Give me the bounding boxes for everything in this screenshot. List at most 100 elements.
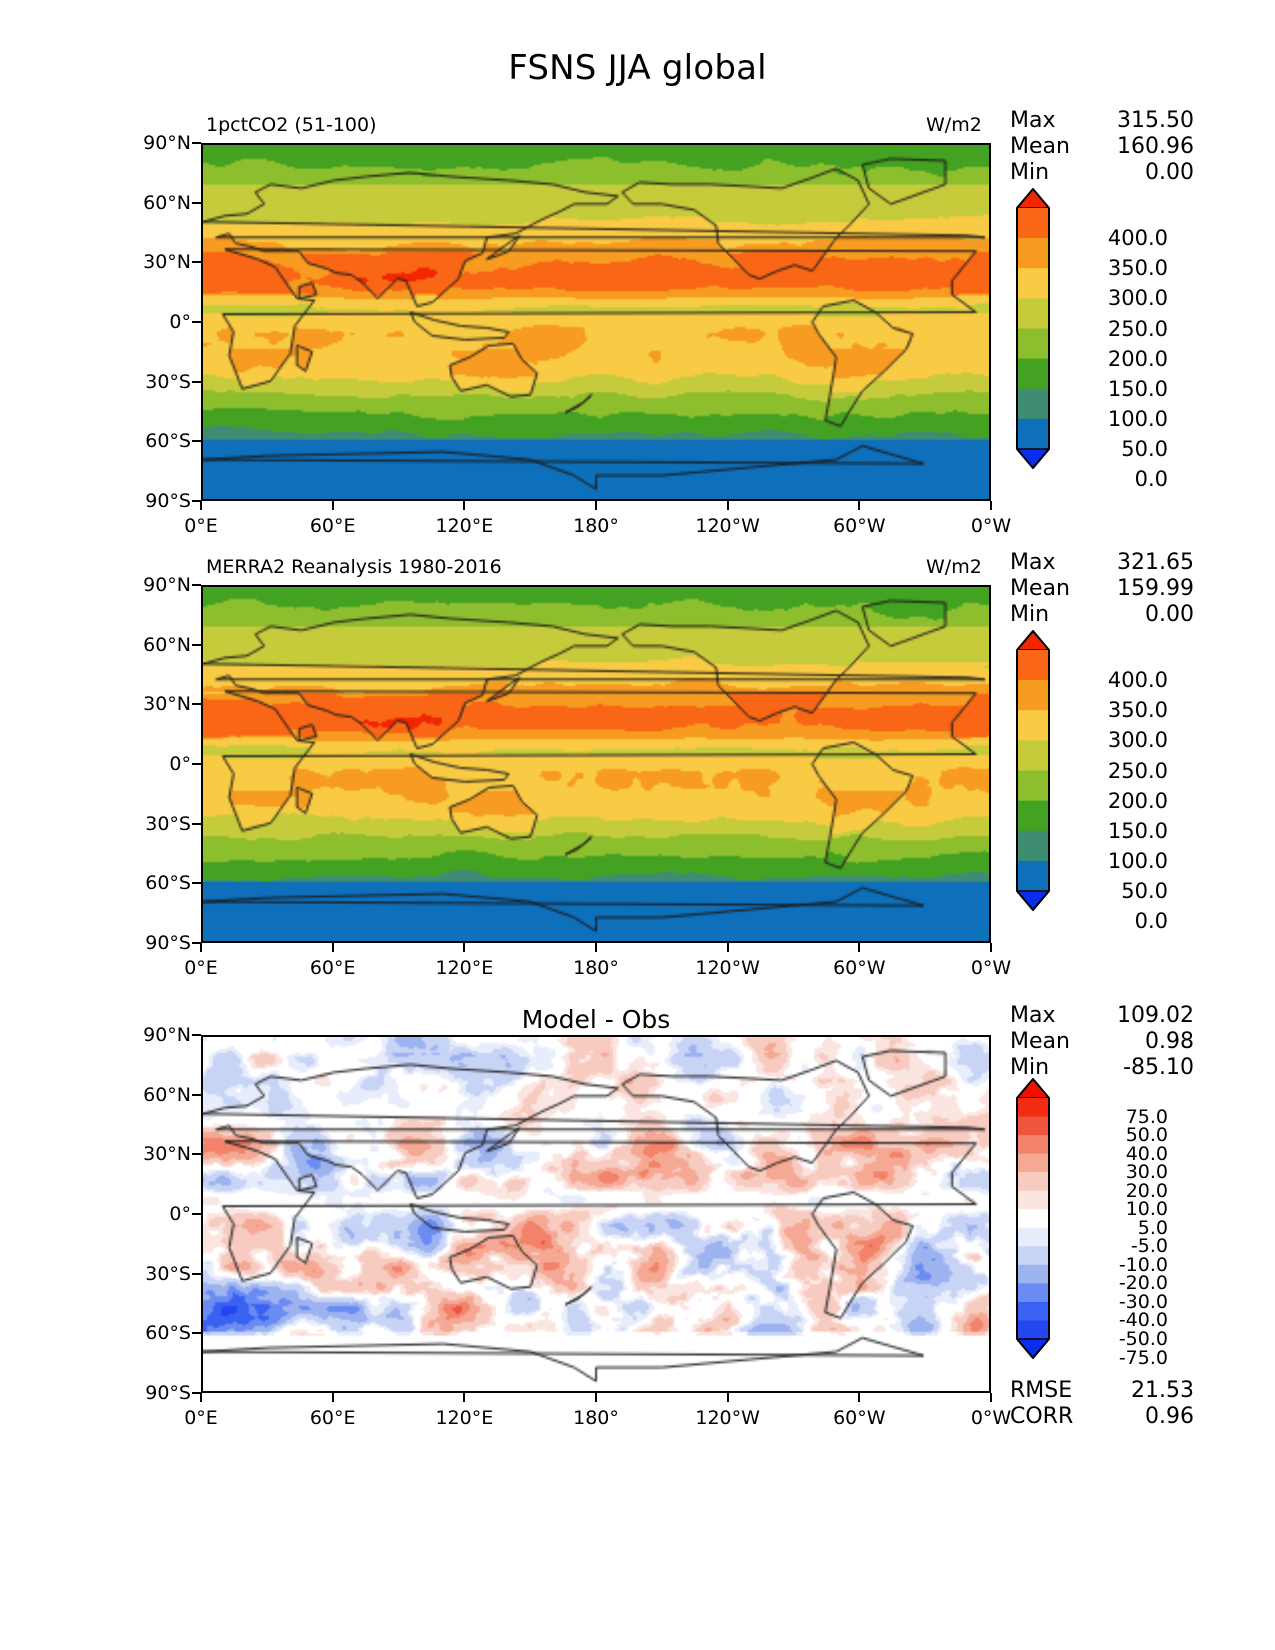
- y-axis-tick-mark: [192, 201, 201, 204]
- x-axis-tick-label: 120°W: [695, 515, 760, 537]
- y-axis-tick-label: 60°S: [145, 872, 191, 895]
- colorbar-tick-label: 150.0: [1107, 376, 1168, 401]
- stats-key-mean: Mean: [1010, 576, 1070, 601]
- stats-value-max: 315.50: [1117, 108, 1194, 133]
- stats-row-min: Min -85.10: [1010, 1055, 1194, 1081]
- y-axis-tick-label: 30°N: [143, 693, 191, 716]
- stats-row-max: Max 321.65: [1010, 550, 1194, 576]
- x-axis-tick-label: 60°E: [309, 1407, 356, 1429]
- y-axis-tick-mark: [192, 1034, 201, 1036]
- colorbar-tick-label: 100.0: [1107, 406, 1168, 431]
- x-axis-tick-label: 60°E: [309, 515, 356, 537]
- panel-label-diff: Model - Obs: [521, 1005, 671, 1034]
- y-axis-tick-mark: [192, 500, 201, 502]
- x-axis-tick-mark: [858, 501, 861, 510]
- y-axis-tick-mark: [192, 440, 201, 443]
- panel-label-obs: MERRA2 Reanalysis 1980-2016: [206, 556, 502, 578]
- x-axis-tick-mark: [463, 943, 466, 952]
- y-axis-tick-mark: [192, 1153, 201, 1156]
- colorbar-tick-label: 100.0: [1107, 848, 1168, 873]
- map-plot-diff[interactable]: [201, 1035, 991, 1393]
- x-axis-tick-label: 60°W: [833, 515, 886, 537]
- stats-value-min: 0.00: [1145, 160, 1194, 185]
- y-axis-tick-mark: [192, 703, 201, 706]
- colorbar-tick-label: 40.0: [1125, 1142, 1168, 1165]
- colorbar-tick-label: 350.0: [1107, 698, 1168, 723]
- colorbar-tick-label: 10.0: [1125, 1198, 1168, 1221]
- y-axis-tick-mark: [192, 882, 201, 885]
- stats-block-model: Max 315.50 Mean 160.96 Min 0.00: [1010, 108, 1194, 186]
- map-plot-obs[interactable]: [201, 585, 991, 943]
- x-axis-tick-mark: [463, 1393, 466, 1402]
- stats-value-mean: 160.96: [1117, 134, 1194, 159]
- x-axis-tick-label: 120°E: [435, 515, 494, 537]
- colorbar-tick-label: -5.0: [1130, 1235, 1168, 1258]
- units-label-obs: W/m2: [926, 556, 982, 578]
- panel-label-model: 1pctCO2 (51-100): [206, 114, 377, 136]
- colorbar-tick-label: 0.0: [1134, 467, 1168, 492]
- map-field-obs: [203, 587, 989, 941]
- y-axis-tick-mark: [192, 822, 201, 825]
- colorbar-tick-label: -40.0: [1118, 1309, 1168, 1332]
- x-axis-tick-label: 60°W: [833, 1407, 886, 1429]
- colorbar-tick-label: 200.0: [1107, 346, 1168, 371]
- colorbar-model: [1016, 188, 1050, 469]
- map-plot-model[interactable]: [201, 143, 991, 501]
- y-axis-tick-label: 60°N: [143, 1083, 191, 1106]
- stats-row-mean: Mean 160.96: [1010, 134, 1194, 160]
- y-axis-tick-label: 30°S: [145, 1262, 191, 1285]
- colorbar-tick-label: 50.0: [1121, 879, 1168, 903]
- x-axis-tick-mark: [858, 943, 861, 952]
- colorbar-tick-label: -50.0: [1118, 1328, 1168, 1350]
- colorbar-tick-label: -75.0: [1118, 1346, 1168, 1369]
- y-axis-tick-mark: [192, 643, 201, 646]
- x-axis-tick-mark: [463, 501, 466, 510]
- y-axis-tick-label: 0°: [169, 753, 191, 775]
- y-axis-tick-mark: [192, 763, 201, 765]
- colorbar-labels-model: 400.0 350.0 300.0 250.0 200.0 150.0 100.0 50.0 0…: [1058, 188, 1168, 491]
- x-axis-tick-mark: [331, 943, 334, 952]
- x-axis-tick-mark: [595, 501, 597, 510]
- y-axis-tick-mark: [192, 380, 201, 383]
- x-axis-tick-label: 120°W: [695, 1407, 760, 1429]
- stats-value-mean: 0.98: [1145, 1029, 1194, 1054]
- colorbar-obs: [1016, 630, 1050, 911]
- stats-value-max: 109.02: [1117, 1003, 1194, 1028]
- y-axis-tick-label: 30°S: [145, 812, 191, 835]
- stats-key-max: Max: [1010, 108, 1056, 133]
- colorbar-tick-label: 400.0: [1107, 226, 1168, 251]
- x-axis-tick-mark: [331, 501, 334, 510]
- colorbar-tick-label: -20.0: [1118, 1272, 1168, 1295]
- stats-row-min: Min 0.00: [1010, 602, 1194, 628]
- x-axis-tick-label: 0°E: [184, 957, 218, 979]
- stats-value-max: 321.65: [1117, 550, 1194, 575]
- y-axis-tick-label: 90°S: [145, 1382, 191, 1404]
- stats-value-min: -85.10: [1123, 1055, 1194, 1080]
- x-axis-tick-label: 180°: [573, 957, 619, 979]
- scores-block: RMSE 21.53 CORR 0.96: [1010, 1378, 1194, 1430]
- stats-key-min: Min: [1010, 602, 1050, 627]
- y-axis-tick-label: 60°N: [143, 191, 191, 214]
- x-axis-tick-mark: [595, 943, 597, 952]
- stats-row-max: Max 315.50: [1010, 108, 1194, 134]
- y-axis-tick-label: 30°N: [143, 251, 191, 274]
- colorbar-tick-label: 5.0: [1137, 1216, 1168, 1239]
- y-axis-tick-mark: [192, 1093, 201, 1096]
- x-axis-tick-mark: [990, 943, 992, 952]
- y-axis-tick-label: 90°S: [145, 490, 191, 512]
- y-axis-tick-mark: [192, 1332, 201, 1335]
- x-axis-tick-mark: [726, 501, 729, 510]
- x-axis-tick-label: 180°: [573, 1407, 619, 1429]
- y-axis-tick-mark: [192, 261, 201, 264]
- y-axis-tick-label: 60°N: [143, 633, 191, 656]
- y-axis-tick-label: 90°N: [143, 574, 191, 596]
- score-value-corr: 0.96: [1145, 1404, 1194, 1429]
- y-axis-tick-mark: [192, 1392, 201, 1394]
- score-row-corr: CORR 0.96: [1010, 1404, 1194, 1430]
- x-axis-tick-label: 0°E: [184, 515, 218, 537]
- x-axis-tick-mark: [200, 501, 202, 510]
- colorbar-tick-label: 300.0: [1107, 286, 1168, 311]
